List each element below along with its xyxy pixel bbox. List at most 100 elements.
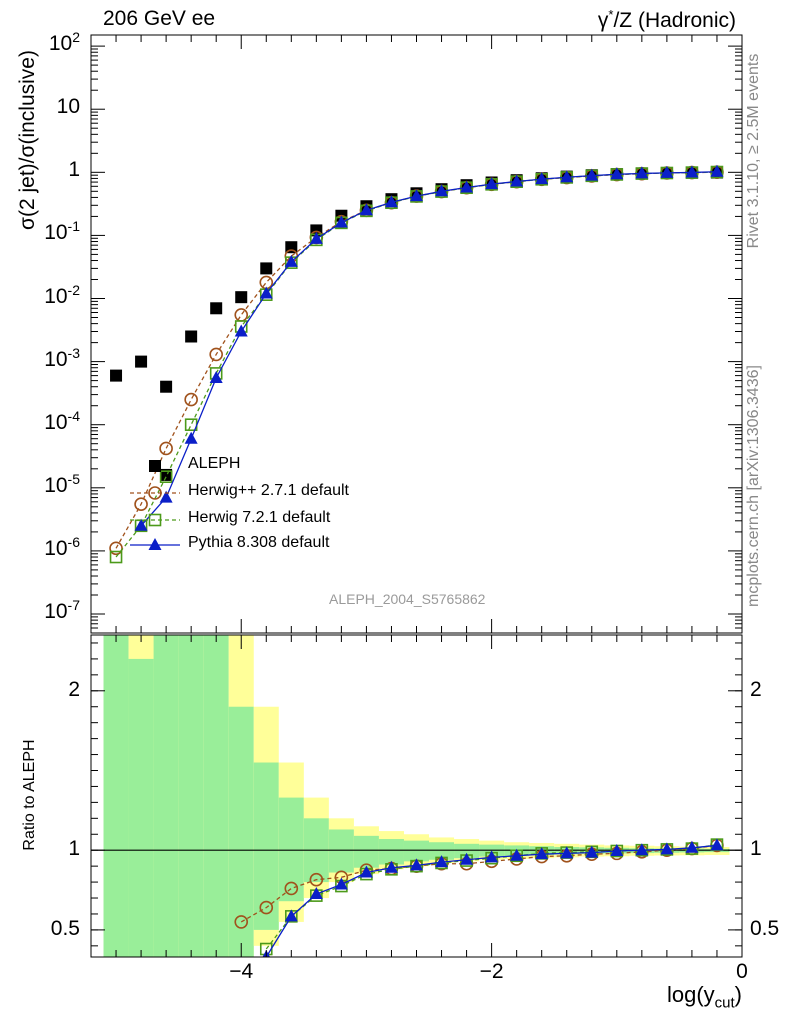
point-pythia-8-308-default-19 [610,167,624,180]
legend-label-pythia-8-308-default: Pythia 8.308 default [188,534,330,551]
ratio-point-herwig-2-7-1-default-3 [309,872,324,887]
main-ytick-label-2-text: 10 [44,473,68,497]
point-pythia-8-308-default-17 [560,170,574,183]
main-ytick-label-2: 10-5 [44,471,80,498]
ratio-point-pythia-8-308-default-11 [535,847,549,860]
point-herwig-2-7-1-default-4 [209,347,223,362]
main-ytick-label-1-exponent: -6 [67,533,80,550]
main-ytick-label-4-exponent: -3 [67,344,80,361]
x-axis-label-main: log(y [666,982,715,1007]
xtick-label-2: 0 [717,960,767,984]
xtick-label-1: −2 [467,960,517,984]
legend [130,460,180,550]
ratio-point-pythia-8-308-default-7 [435,855,449,868]
ratio-point-pythia-8-308-default-9 [485,850,499,863]
ratio-ytick-label-0: 0.5 [51,917,80,941]
ratio-point-pythia-8-308-default-4 [359,865,373,878]
main-ytick-label-3-exponent: -4 [67,407,80,424]
ratio-ytick-label-right-0: 0.5 [750,917,779,941]
main-ytick-label-1-text: 10 [44,536,68,560]
point-pythia-8-308-default-14 [485,177,499,190]
point-herwig-7-2-1-default-2 [159,470,173,483]
analysis-id-label: ALEPH_2004_S5765862 [329,591,486,607]
header-right-rest: /Z (Hadronic) [613,9,736,32]
ratio-point-pythia-8-308-default-18 [710,838,724,851]
header-right-sup: * [608,7,614,22]
band-stat-12 [403,840,430,862]
ratio-point-pythia-8-308-default-12 [560,846,574,859]
band-stat-11 [378,839,404,865]
x-axis-label-end: ) [734,982,742,1007]
band-stat-13 [429,842,455,860]
main-ytick-label-6-text: 10 [44,221,68,245]
ratio-point-pythia-8-308-default-17 [685,840,699,853]
legend-marker-pythia-8-308-default [148,538,162,550]
main-ytick-label-5: 10-2 [44,282,80,309]
ratio-ytick-label-right-1: 1 [750,837,762,861]
ratio-point-pythia-8-308-default-1 [284,909,298,922]
main-ytick-label-5-text: 10 [44,284,68,308]
ratio-point-herwig-2-7-1-default-1 [259,900,274,915]
point-aleph-1 [135,355,148,368]
point-herwig-2-7-1-default-5 [234,308,249,322]
point-aleph-3 [185,330,198,343]
band-stat-9 [328,829,354,873]
point-pythia-8-308-default-8 [334,215,348,228]
point-pythia-8-308-default-2 [184,431,198,444]
main-ytick-label-6-exponent: -1 [67,218,80,235]
ratio-ytick-label-right-2: 2 [750,678,762,702]
ratio-y-axis-label: Ratio to ALEPH [21,739,38,851]
point-pythia-8-308-default-10 [384,195,398,208]
main-ytick-label-7-text: 1 [68,158,80,182]
ratio-point-pythia-8-308-default-5 [384,860,398,873]
ratio-point-pythia-8-308-default-16 [660,842,674,855]
main-ytick-label-4: 10-3 [44,345,80,372]
main-ytick-label-8-text: 10 [56,95,80,119]
ratio-ytick-label-2-text: 2 [68,677,80,701]
ratio-ytick-label-right-0-text: 0.5 [750,916,780,940]
point-pythia-8-308-default-20 [635,166,649,179]
xtick-label-0: −4 [216,960,266,984]
ratio-ytick-label-right-1-text: 1 [750,837,762,861]
band-stat-3 [178,635,204,957]
point-pythia-8-308-default-5 [259,286,273,299]
ratio-point-pythia-8-308-default-2 [309,887,323,900]
point-pythia-8-308-default-9 [359,203,373,216]
ratio-point-pythia-8-308-default-8 [460,852,474,865]
main-ytick-label-4-text: 10 [44,347,68,371]
main-ytick-label-9-text: 10 [48,32,73,56]
legend-label-herwig-7-2-1-default: Herwig 7.2.1 default [188,509,331,526]
x-axis-label: log(ycut) [667,982,742,1011]
main-ytick-label-3: 10-4 [44,408,80,435]
main-ytick-label-1: 10-6 [44,534,80,561]
main-ytick-label-8: 10 [57,95,80,119]
point-herwig-2-7-1-default-3 [184,392,198,407]
band-stat-0 [103,635,129,957]
axis-ticks [90,35,743,957]
point-aleph-5 [235,291,248,304]
xtick-label-2-text: 0 [736,960,748,983]
header-right-gamma: γ [597,9,609,32]
band-stat-2 [153,635,179,957]
point-aleph-6 [260,262,273,275]
rivet-version-label: Rivet 3.1.10, ≥ 2.5M events [745,53,762,249]
main-ytick-label-0-text: 10 [44,600,68,623]
point-aleph-8 [310,224,323,237]
main-ytick-label-3-text: 10 [44,410,68,434]
legend-label-aleph: ALEPH [188,455,241,472]
main-ytick-label-9-exponent: 2 [72,29,80,46]
main-ytick-label-9: 102 [49,29,80,56]
point-herwig-2-7-1-default-1 [134,497,148,511]
point-pythia-8-308-default-12 [435,184,449,197]
point-herwig-2-7-1-default-0 [109,541,123,556]
main-ytick-label-0: 10-7 [44,597,80,624]
band-stat-10 [353,835,379,868]
point-herwig-7-2-1-default-0 [109,550,123,564]
point-aleph-0 [110,369,123,382]
point-pythia-8-308-default-16 [535,172,549,185]
legend-marker-herwig-7-2-1-default [148,513,162,527]
ratio-line-herwig-2-7-1-default [240,844,718,923]
ratio-point-pythia-8-308-default-3 [334,877,348,890]
ratio-ytick-label-1: 1 [68,837,80,861]
